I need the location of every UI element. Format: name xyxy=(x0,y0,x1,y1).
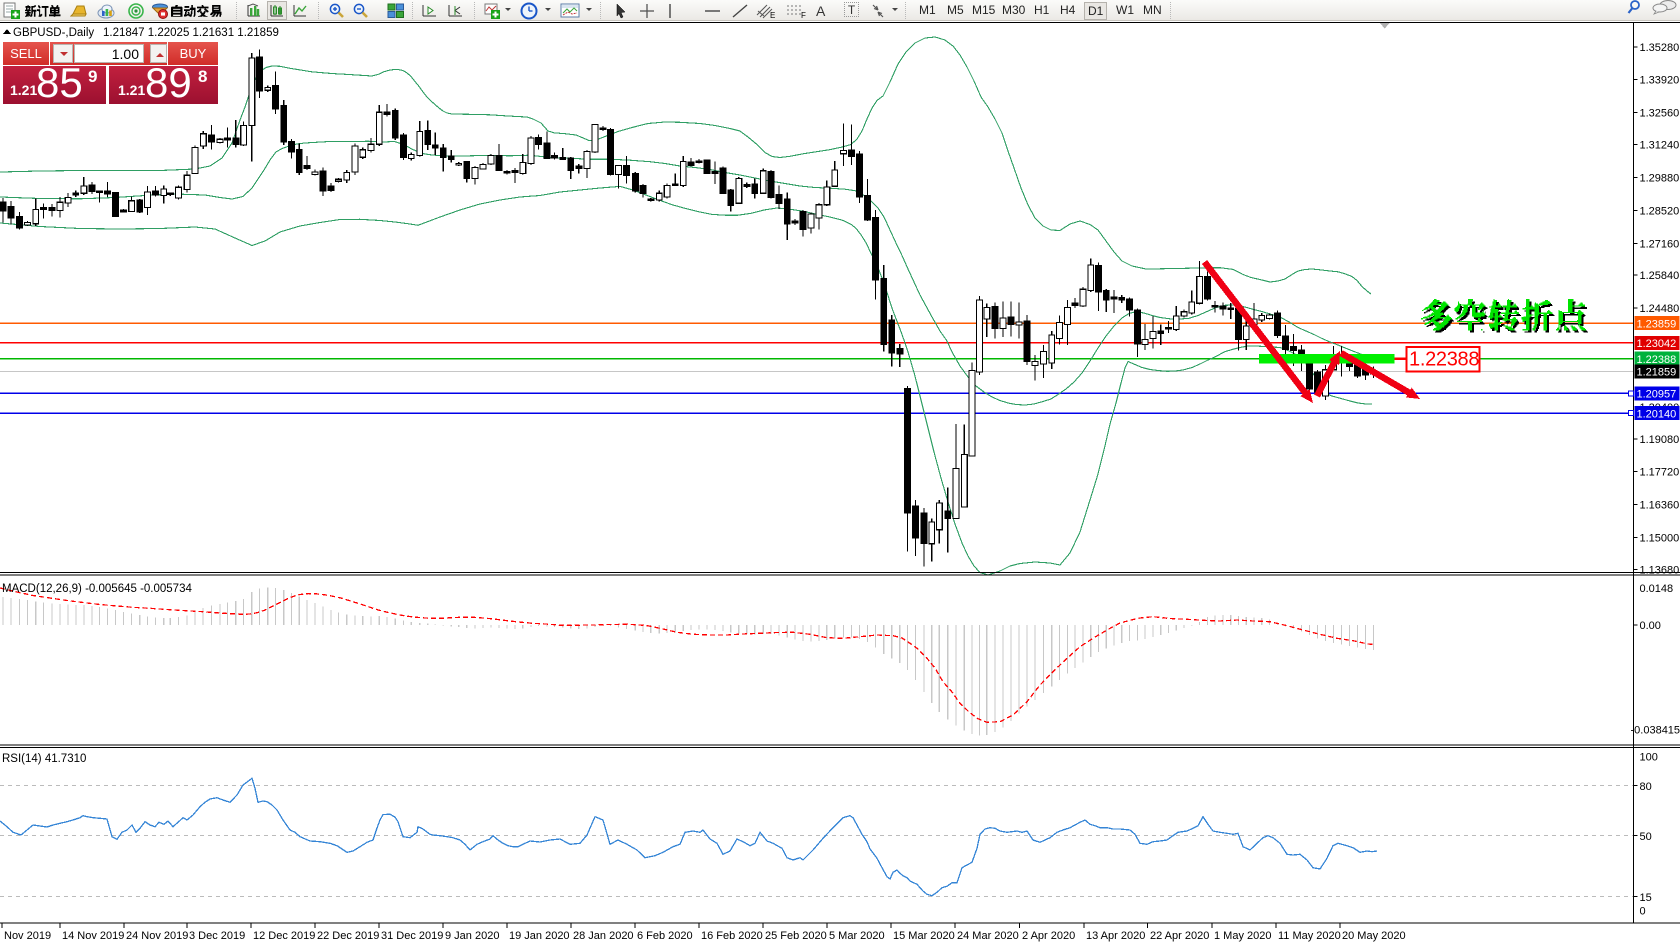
svg-text:1.29880: 1.29880 xyxy=(1640,173,1680,185)
svg-text:1.32560: 1.32560 xyxy=(1640,108,1680,120)
svg-text:1.21847 1.22025 1.21631 1.2185: 1.21847 1.22025 1.21631 1.21859 xyxy=(103,27,279,39)
svg-text:1.31240: 1.31240 xyxy=(1640,140,1680,152)
svg-text:1.33920: 1.33920 xyxy=(1640,75,1680,87)
svg-text:MACD(12,26,9) -0.005645 -0.005: MACD(12,26,9) -0.005645 -0.005734 xyxy=(2,583,192,595)
svg-text:1.23859: 1.23859 xyxy=(1637,318,1677,330)
svg-text:12 Dec 2019: 12 Dec 2019 xyxy=(253,930,315,942)
svg-text:1.22388: 1.22388 xyxy=(1409,349,1479,371)
svg-text:F: F xyxy=(801,11,806,20)
svg-text:1.22388: 1.22388 xyxy=(1637,354,1677,366)
svg-text:RSI(14) 41.7310: RSI(14) 41.7310 xyxy=(2,753,86,765)
svg-text:15 Mar 2020: 15 Mar 2020 xyxy=(893,930,955,942)
svg-text:1.21859: 1.21859 xyxy=(1637,367,1677,379)
svg-text:1.16360: 1.16360 xyxy=(1640,500,1680,512)
svg-text:28 Jan 2020: 28 Jan 2020 xyxy=(573,930,634,942)
svg-text:22 Apr 2020: 22 Apr 2020 xyxy=(1150,930,1209,942)
svg-text:1.19080: 1.19080 xyxy=(1640,434,1680,446)
svg-text:1.23042: 1.23042 xyxy=(1637,338,1677,350)
svg-text:16 Feb 2020: 16 Feb 2020 xyxy=(701,930,763,942)
svg-text:20 May 2020: 20 May 2020 xyxy=(1342,930,1406,942)
svg-text:2 Apr 2020: 2 Apr 2020 xyxy=(1022,930,1075,942)
svg-text:5 Mar 2020: 5 Mar 2020 xyxy=(829,930,885,942)
svg-text:24 Mar 2020: 24 Mar 2020 xyxy=(957,930,1019,942)
svg-text:1.27160: 1.27160 xyxy=(1640,238,1680,250)
svg-text:-0.038415: -0.038415 xyxy=(1631,725,1680,737)
svg-text:31 Dec 2019: 31 Dec 2019 xyxy=(381,930,443,942)
svg-text:1.25840: 1.25840 xyxy=(1640,270,1680,282)
svg-text:0: 0 xyxy=(1640,906,1646,918)
svg-text:1.35280: 1.35280 xyxy=(1640,42,1680,54)
svg-text:0.00: 0.00 xyxy=(1640,620,1661,632)
svg-text:E: E xyxy=(770,11,775,20)
svg-text:9 Jan 2020: 9 Jan 2020 xyxy=(445,930,499,942)
svg-text:1.24480: 1.24480 xyxy=(1640,303,1680,315)
svg-text:50: 50 xyxy=(1640,831,1652,843)
svg-text:22 Dec 2019: 22 Dec 2019 xyxy=(317,930,379,942)
svg-text:100: 100 xyxy=(1640,752,1658,764)
svg-text:11 May 2020: 11 May 2020 xyxy=(1278,930,1341,942)
svg-text:Nov 2019: Nov 2019 xyxy=(4,930,51,942)
svg-text:6 Feb 2020: 6 Feb 2020 xyxy=(637,930,693,942)
svg-text:14 Nov 2019: 14 Nov 2019 xyxy=(62,930,124,942)
svg-text:80: 80 xyxy=(1640,781,1652,793)
svg-text:19 Jan 2020: 19 Jan 2020 xyxy=(509,930,570,942)
svg-text:13 Apr 2020: 13 Apr 2020 xyxy=(1086,930,1145,942)
svg-text:15: 15 xyxy=(1640,892,1652,904)
svg-text:1.13680: 1.13680 xyxy=(1640,564,1680,576)
svg-text:1.28520: 1.28520 xyxy=(1640,205,1680,217)
svg-text:GBPUSD-,Daily: GBPUSD-,Daily xyxy=(13,27,94,39)
svg-text:1.20140: 1.20140 xyxy=(1637,408,1677,420)
svg-text:1.17720: 1.17720 xyxy=(1640,467,1680,479)
svg-text:1.20957: 1.20957 xyxy=(1637,389,1677,401)
svg-text:1.15000: 1.15000 xyxy=(1640,533,1680,545)
svg-text:25 Feb 2020: 25 Feb 2020 xyxy=(765,930,827,942)
svg-text:24 Nov 2019: 24 Nov 2019 xyxy=(126,930,188,942)
svg-text:1 May 2020: 1 May 2020 xyxy=(1214,930,1271,942)
svg-text:3 Dec 2019: 3 Dec 2019 xyxy=(189,930,245,942)
svg-text:0.0148: 0.0148 xyxy=(1640,583,1674,595)
